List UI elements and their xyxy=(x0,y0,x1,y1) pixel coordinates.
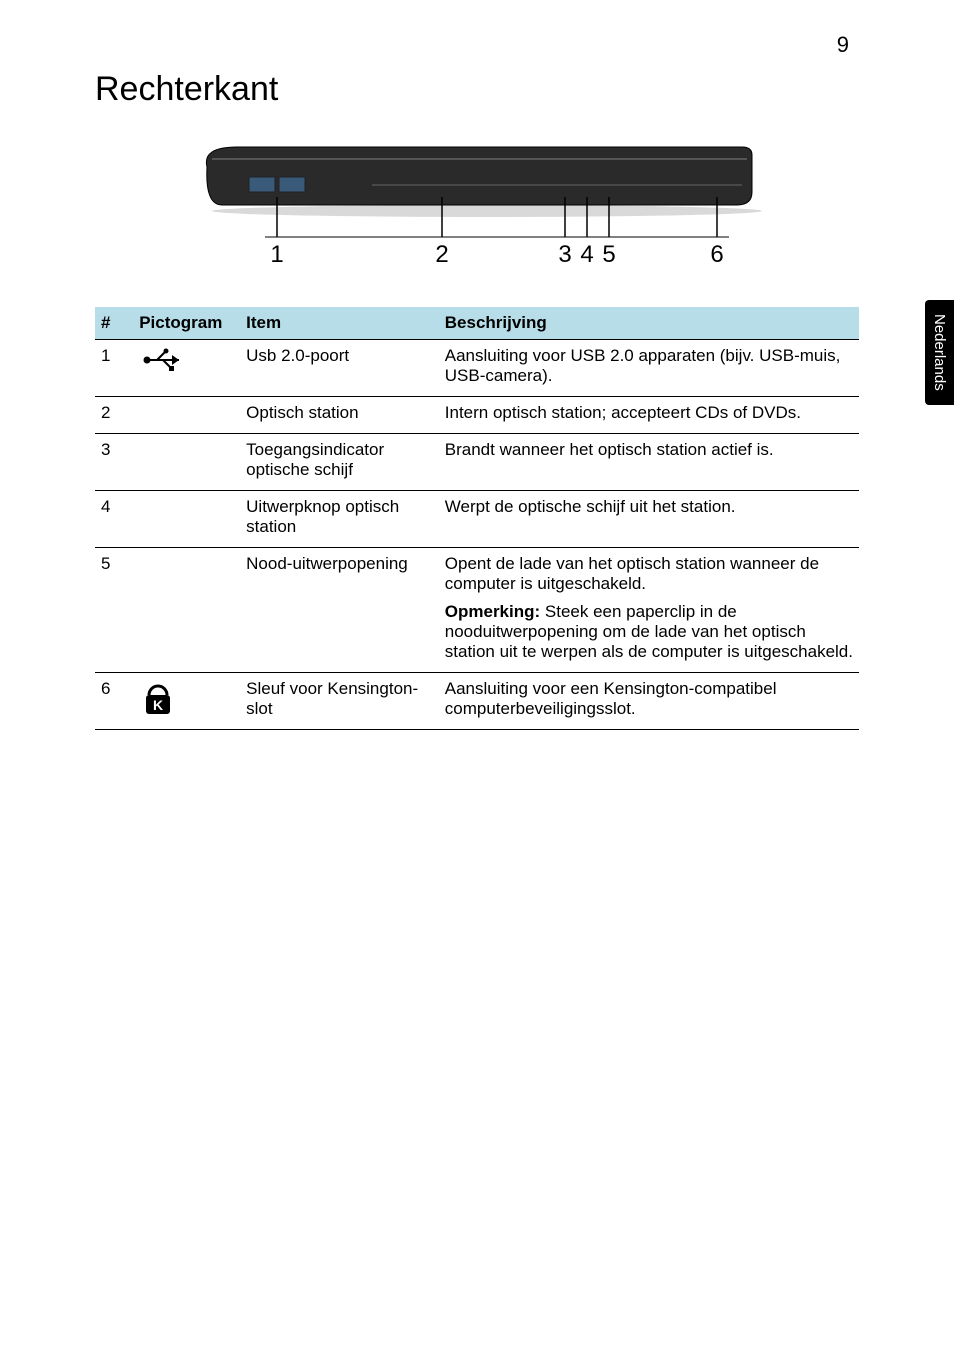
row-num: 5 xyxy=(95,548,133,673)
row-description: Opent de lade van het optisch station wa… xyxy=(439,548,859,673)
row-item: Uitwerpknop optisch station xyxy=(240,491,439,548)
table-row: 5 Nood-uitwerpopening Opent de lade van … xyxy=(95,548,859,673)
diagram-callout-3: 3 xyxy=(558,241,571,268)
header-description: Beschrijving xyxy=(439,307,859,340)
row-description: Aansluiting voor een Kensington-compatib… xyxy=(439,673,859,730)
header-num: # xyxy=(95,307,133,340)
diagram-callout-6: 6 xyxy=(710,241,723,268)
table-row: 3 Toegangsindicator optische schijf Bran… xyxy=(95,434,859,491)
diagram-callout-2: 2 xyxy=(435,241,448,268)
row-pictogram: K xyxy=(133,673,240,730)
row-pictogram xyxy=(133,548,240,673)
spec-table: # Pictogram Item Beschrijving 1 xyxy=(95,307,859,730)
header-item: Item xyxy=(240,307,439,340)
row-pictogram xyxy=(133,340,240,397)
page-number: 9 xyxy=(837,32,849,58)
header-pictogram: Pictogram xyxy=(133,307,240,340)
table-row: 1 Usb 2.0-poort Aansluiting voor USB 2.0… xyxy=(95,340,859,397)
row-item: Usb 2.0-poort xyxy=(240,340,439,397)
kensington-lock-icon: K xyxy=(139,679,179,719)
table-row: 4 Uitwerpknop optisch station Werpt de o… xyxy=(95,491,859,548)
row-pictogram xyxy=(133,397,240,434)
diagram-callout-4: 4 xyxy=(580,241,593,268)
language-tab: Nederlands xyxy=(925,300,954,405)
row-item: Optisch station xyxy=(240,397,439,434)
row-num: 3 xyxy=(95,434,133,491)
section-title: Rechterkant xyxy=(95,70,859,109)
svg-text:K: K xyxy=(153,697,163,713)
row-item: Toegangsindicator optische schijf xyxy=(240,434,439,491)
row-num: 1 xyxy=(95,340,133,397)
row-description-text: Opent de lade van het optisch station wa… xyxy=(445,554,819,593)
row-num: 4 xyxy=(95,491,133,548)
table-row: 6 K Sleuf voor Kensington-slot Aansluiti… xyxy=(95,673,859,730)
row-item: Nood-uitwerpopening xyxy=(240,548,439,673)
product-diagram: 1 2 3 4 5 6 xyxy=(95,137,859,277)
row-description: Werpt de optische schijf uit het station… xyxy=(439,491,859,548)
diagram-callout-1: 1 xyxy=(270,241,283,268)
table-header-row: # Pictogram Item Beschrijving xyxy=(95,307,859,340)
diagram-callout-5: 5 xyxy=(602,241,615,268)
row-note-label: Opmerking: xyxy=(445,602,540,621)
table-row: 2 Optisch station Intern optisch station… xyxy=(95,397,859,434)
row-pictogram xyxy=(133,434,240,491)
row-description: Brandt wanneer het optisch station actie… xyxy=(439,434,859,491)
row-num: 6 xyxy=(95,673,133,730)
row-note: Opmerking: Steek een paperclip in de noo… xyxy=(445,602,853,662)
row-description: Intern optisch station; accepteert CDs o… xyxy=(439,397,859,434)
row-item: Sleuf voor Kensington-slot xyxy=(240,673,439,730)
row-description: Aansluiting voor USB 2.0 apparaten (bijv… xyxy=(439,340,859,397)
row-num: 2 xyxy=(95,397,133,434)
usb-icon xyxy=(139,346,189,374)
row-pictogram xyxy=(133,491,240,548)
